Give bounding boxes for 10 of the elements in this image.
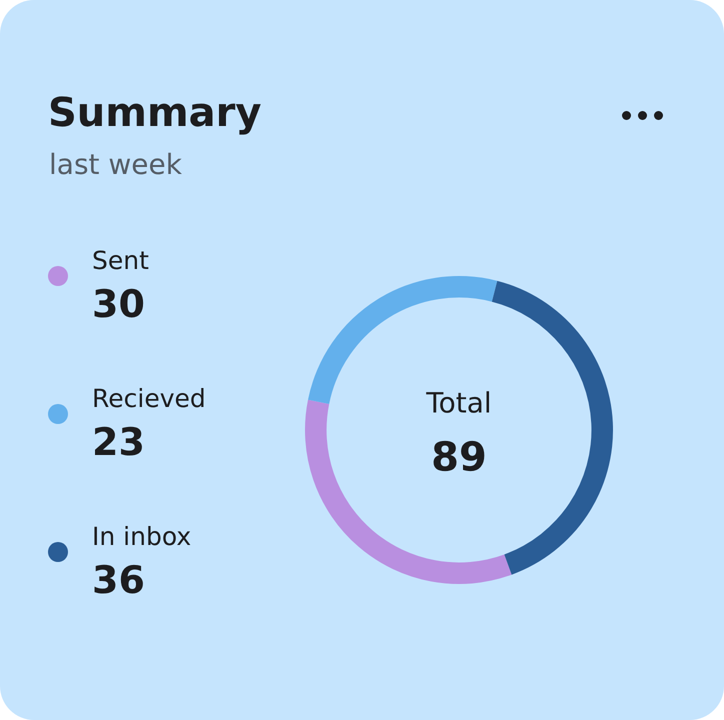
legend-label: Sent — [92, 246, 149, 275]
text: Total — [425, 386, 492, 420]
data-label: 30 — [92, 282, 145, 326]
chart-subtitle: last week — [49, 148, 182, 181]
legend-label: Recieved — [92, 384, 206, 413]
data-label: 36 — [92, 558, 145, 602]
text: 89 — [431, 434, 487, 480]
chart-title: Summary — [48, 90, 262, 136]
legend-label: In inbox — [92, 522, 192, 551]
data-label: 23 — [92, 420, 145, 464]
